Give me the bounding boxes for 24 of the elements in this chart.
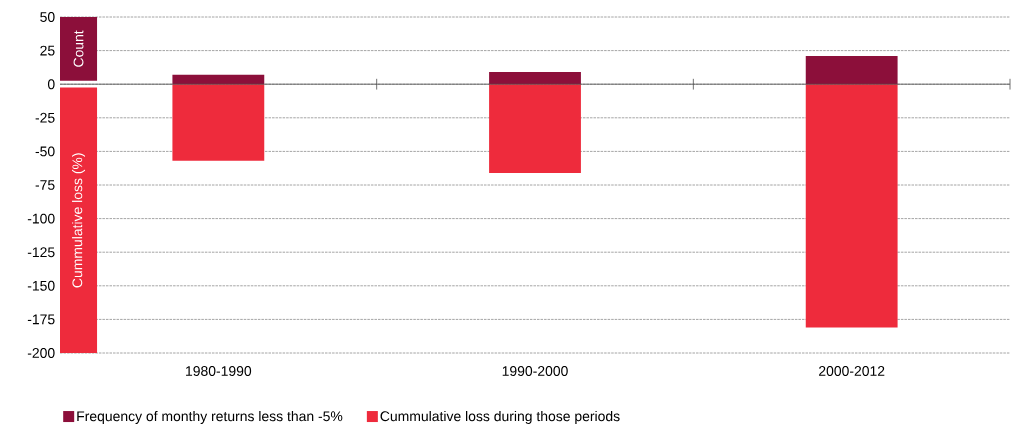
y-tick-label: -150 — [27, 280, 55, 291]
y-tick-label: -75 — [35, 180, 55, 190]
y-tick-label: -200 — [27, 348, 55, 358]
annotation: Count — [73, 30, 84, 67]
y-tick-label: 0 — [47, 79, 55, 90]
bar — [172, 84, 265, 161]
x-tick-label: 2000-2012 — [819, 366, 885, 376]
x-tick-label: 1980-1990 — [186, 366, 252, 376]
y-tick-label: -100 — [27, 213, 55, 224]
bar — [489, 84, 581, 173]
y-tick-label: -50 — [35, 146, 55, 157]
y-tick-label: 50 — [40, 12, 55, 22]
bar — [805, 84, 898, 328]
x-tick-label: 1990-2000 — [502, 366, 568, 376]
y-tick-label: 25 — [40, 45, 55, 56]
bar — [489, 72, 581, 85]
bar — [805, 55, 898, 85]
y-axis-title: Cummulative loss (%) — [72, 153, 86, 288]
y-tick-label: -25 — [35, 112, 55, 123]
bar — [172, 74, 265, 85]
legend-label: Frequency of monthy returns less than -5% — [77, 410, 343, 424]
y-tick-label: -125 — [27, 247, 55, 258]
legend-label: Cummulative loss during those periods — [380, 410, 620, 424]
y-tick-label: -175 — [27, 314, 55, 325]
